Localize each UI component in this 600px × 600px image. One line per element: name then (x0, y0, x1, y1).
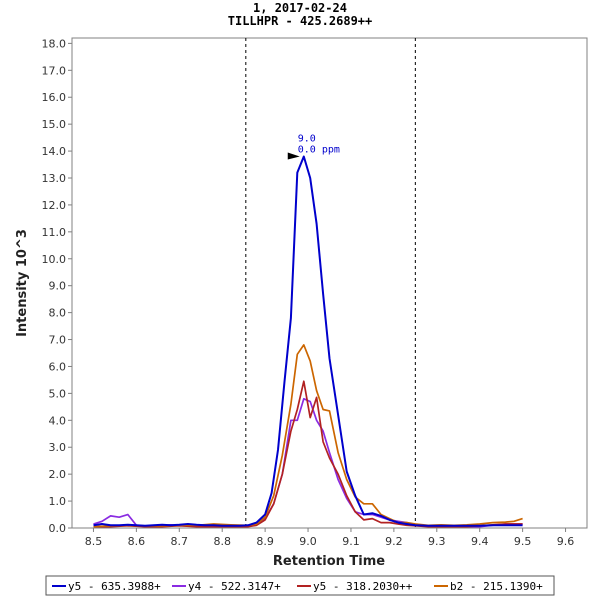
y-tick-label: 4.0 (49, 414, 67, 427)
chart-subtitle: TILLHPR - 425.2689++ (228, 14, 373, 28)
legend-label: y4 - 522.3147+ (188, 580, 281, 593)
x-tick-label: 8.5 (85, 535, 103, 548)
plot-area (71, 37, 588, 529)
y-tick-label: 14.0 (42, 145, 67, 158)
y-tick-label: 12.0 (42, 199, 67, 212)
series-line (93, 155, 523, 527)
x-tick-label: 8.6 (128, 535, 146, 548)
x-tick-label: 9.2 (385, 535, 403, 548)
x-tick-label: 8.9 (256, 535, 274, 548)
legend: y5 - 635.3988+ y4 - 522.3147+ y5 - 318.203… (45, 575, 555, 596)
y-tick-label: 7.0 (49, 334, 67, 347)
chart-title: 1, 2017-02-24 (253, 1, 347, 15)
x-axis-title: Retention Time (273, 554, 385, 569)
y-tick-label: 10.0 (42, 253, 67, 266)
peak-annotation-ppm: 0.0 ppm (298, 144, 340, 155)
y-tick-label: 17.0 (42, 64, 67, 77)
peak-annotation-rt: 9.0 (298, 133, 316, 144)
y-tick-label: 16.0 (42, 91, 67, 104)
y-axis-title: Intensity 10^3 (15, 229, 30, 337)
x-tick-label: 9.3 (428, 535, 446, 548)
y-tick-label: 5.0 (49, 387, 67, 400)
x-tick-label: 9.6 (557, 535, 575, 548)
y-tick-label: 9.0 (49, 280, 67, 293)
legend-label: y5 - 635.3988+ (68, 580, 161, 593)
legend-label: y5 - 318.2030++ (313, 580, 413, 593)
y-tick-label: 0.0 (49, 522, 67, 535)
x-tick-label: 8.8 (213, 535, 231, 548)
y-tick-label: 11.0 (42, 226, 67, 239)
y-tick-label: 3.0 (49, 441, 67, 454)
x-tick-label: 9.5 (514, 535, 532, 548)
series-layer (93, 155, 523, 528)
x-tick-label: 9.4 (471, 535, 489, 548)
y-axis-ticks: 0.0 1.0 2.0 3.0 4.0 5.0 6.0 7.0 8.0 9.0 10.0 11.0 12… (42, 37, 72, 535)
y-tick-label: 1.0 (49, 495, 67, 508)
integration-boundaries (245, 38, 416, 528)
x-tick-label: 9.1 (342, 535, 360, 548)
peak-annotation: 9.0 0.0 ppm (287, 133, 340, 160)
y-tick-label: 8.0 (49, 307, 67, 320)
x-tick-label: 8.7 (171, 535, 189, 548)
x-tick-label: 9.0 (299, 535, 317, 548)
y-tick-label: 6.0 (49, 360, 67, 373)
y-tick-label: 15.0 (42, 118, 67, 131)
y-tick-label: 13.0 (42, 172, 67, 185)
y-tick-label: 18.0 (42, 37, 67, 50)
y-tick-label: 2.0 (49, 468, 67, 481)
legend-items: y5 - 635.3988+ y4 - 522.3147+ y5 - 318.203… (52, 580, 543, 593)
x-axis-ticks: 8.5 8.6 8.7 8.8 8.9 9.0 9.1 9.2 9.3 9.4 9.5 9.6 (85, 528, 575, 548)
legend-label: b2 - 215.1390+ (450, 580, 543, 593)
peak-marker-icon (287, 152, 300, 160)
